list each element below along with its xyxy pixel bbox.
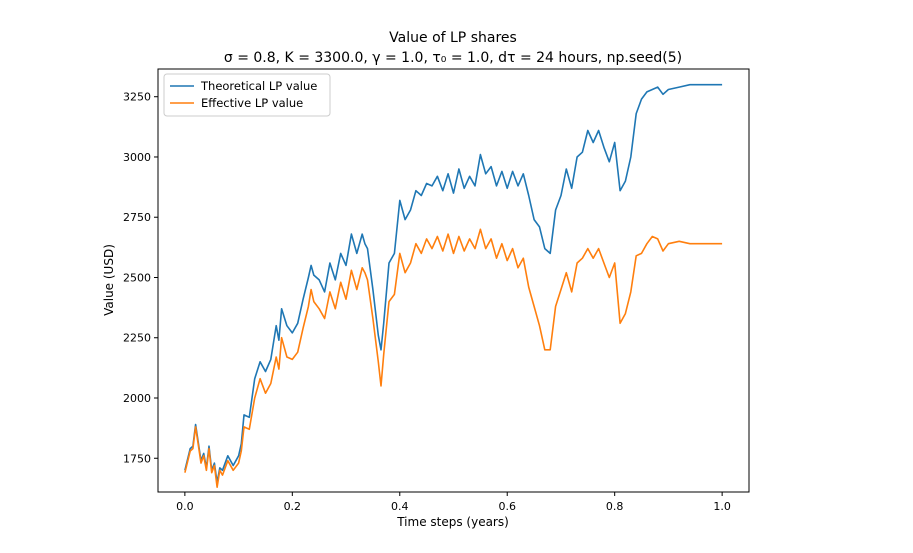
legend-label-effective: Effective LP value bbox=[201, 96, 303, 110]
y-tick-label: 2750 bbox=[123, 211, 151, 224]
y-tick-label: 2000 bbox=[123, 392, 151, 405]
x-tick-label: 0.2 bbox=[284, 500, 302, 513]
y-axis-label: Value (USD) bbox=[102, 244, 116, 316]
y-tick-label: 2500 bbox=[123, 271, 151, 284]
legend-box bbox=[163, 73, 331, 117]
series-line-theoretical bbox=[184, 83, 723, 484]
legend: Theoretical LP value Effective LP value bbox=[163, 73, 331, 117]
x-tick-label: 0.8 bbox=[606, 500, 624, 513]
legend-label-theoretical: Theoretical LP value bbox=[200, 79, 317, 93]
y-axis-ticks: 1750 2000 2250 2500 2750 3000 3250 bbox=[123, 91, 158, 465]
x-tick-label: 0.0 bbox=[176, 500, 194, 513]
y-tick-label: 1750 bbox=[123, 452, 151, 465]
series-line-effective bbox=[184, 228, 723, 488]
x-tick-label: 0.6 bbox=[498, 500, 516, 513]
chart-title: Value of LP shares bbox=[389, 30, 517, 46]
series-layer bbox=[184, 83, 723, 488]
y-tick-label: 3000 bbox=[123, 151, 151, 164]
chart-subtitle: σ = 0.8, K = 3300.0, γ = 1.0, τ₀ = 1.0, … bbox=[224, 50, 682, 66]
x-tick-label: 0.4 bbox=[391, 500, 409, 513]
x-axis-ticks: 0.0 0.2 0.4 0.6 0.8 1.0 bbox=[176, 492, 731, 513]
x-tick-label: 1.0 bbox=[713, 500, 731, 513]
plot-frame bbox=[157, 68, 750, 493]
y-tick-label: 2250 bbox=[123, 332, 151, 345]
x-axis-label: Time steps (years) bbox=[396, 515, 509, 529]
y-tick-label: 3250 bbox=[123, 91, 151, 104]
